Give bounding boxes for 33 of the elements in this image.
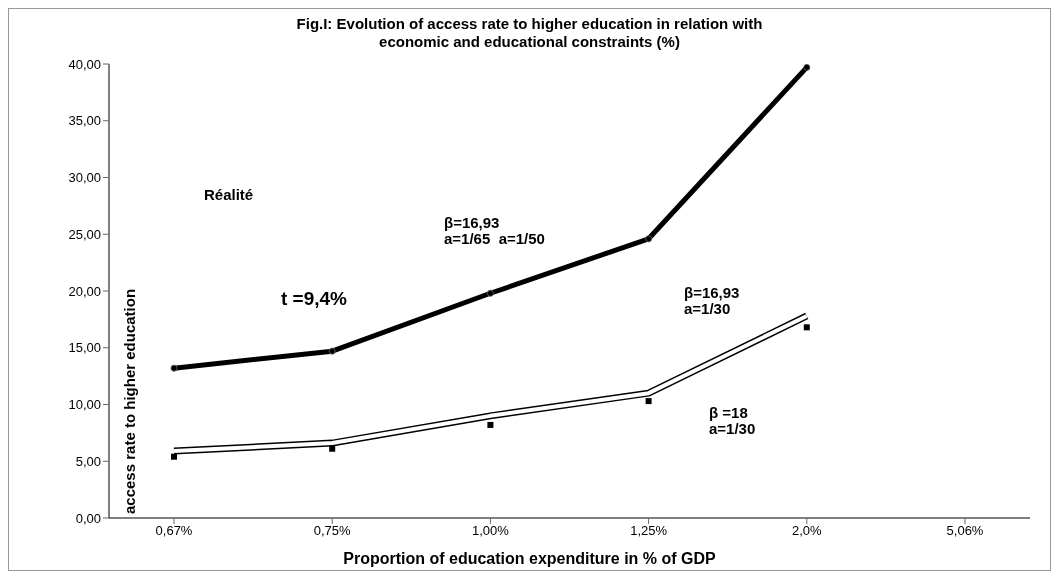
y-tick-label: 10,00	[68, 397, 101, 413]
x-tick-label: 5,06%	[946, 523, 984, 539]
x-tick-label: 2,0%	[791, 523, 823, 539]
y-tick-label: 40,00	[68, 56, 101, 72]
x-tick-label: 1,25%	[630, 523, 668, 539]
y-tick-label: 15,00	[68, 340, 101, 356]
y-tick-label: 5,00	[75, 453, 101, 469]
point	[328, 347, 336, 355]
point	[487, 421, 494, 428]
point	[645, 398, 652, 405]
y-tick-label: 0,00	[75, 510, 101, 526]
annotation: β =18 a=1/30	[709, 404, 756, 437]
y-tick-label: 30,00	[68, 170, 101, 186]
x-tick-label: 1,00%	[471, 523, 510, 539]
y-tick-label: 35,00	[68, 113, 101, 129]
x-axis-title: Proportion of education expenditure in % of GDP	[342, 550, 717, 568]
y-axis-title: access rate to higher education	[121, 288, 138, 514]
y-tick-label: 20,00	[68, 283, 101, 299]
chart-title: Fig.I: Evolution of access rate to higher education in relation with economic and educational constraints (%)	[295, 15, 764, 51]
x-tick-label: 0,67%	[155, 523, 193, 539]
annotation: β=16,93 a=1/65 a=1/50	[444, 214, 545, 247]
annotation: β=16,93 a=1/30	[684, 284, 740, 317]
point	[645, 235, 653, 243]
point	[329, 445, 336, 452]
point	[171, 453, 177, 460]
annotation: Réalité	[204, 186, 254, 203]
x-tick-label: 0,75%	[313, 523, 352, 539]
point	[803, 324, 810, 331]
point	[170, 364, 178, 372]
point	[486, 289, 494, 297]
point	[803, 64, 811, 71]
y-tick-label: 25,00	[68, 226, 101, 242]
annotation: t =9,4%	[281, 288, 348, 309]
